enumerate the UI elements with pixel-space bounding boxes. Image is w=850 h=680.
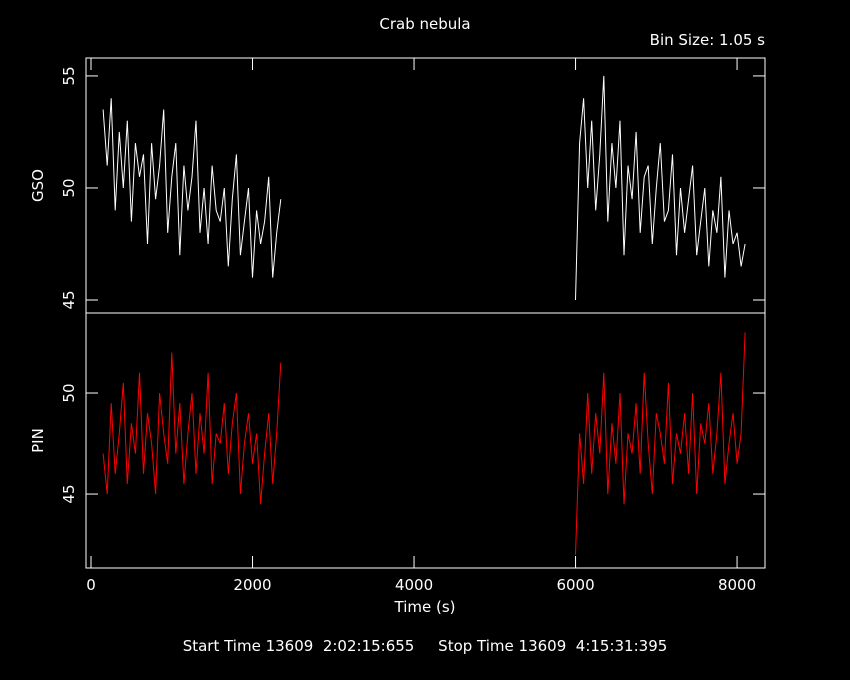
chart-title: Crab nebula	[379, 15, 470, 33]
y-axis-label: PIN	[29, 428, 47, 453]
x-axis-label: Time (s)	[394, 598, 456, 616]
x-tick-label: 8000	[718, 576, 756, 594]
y-tick-label: 50	[60, 178, 78, 197]
y-tick-label: 45	[60, 290, 78, 309]
x-tick-label: 2000	[233, 576, 271, 594]
light-curve	[102, 75, 746, 301]
x-tick-label: 4000	[395, 576, 433, 594]
x-tick-label: 6000	[556, 576, 594, 594]
x-tick-label: 0	[86, 576, 96, 594]
y-tick-label: 55	[60, 66, 78, 85]
light-curve	[102, 332, 746, 555]
y-tick-label: 50	[60, 383, 78, 402]
bin-size: Bin Size: 1.05 s	[650, 31, 766, 49]
y-tick-label: 45	[60, 484, 78, 503]
y-axis-label: GSO	[29, 169, 47, 202]
footer: Start Time 13609 2:02:15:655 Stop Time 1…	[183, 637, 668, 655]
